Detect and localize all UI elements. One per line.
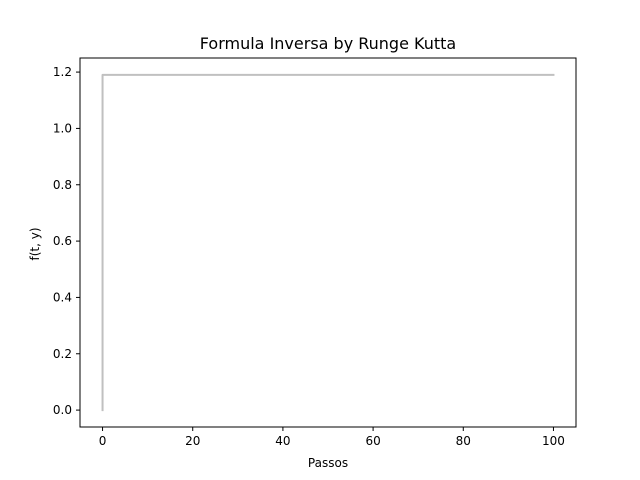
y-tick-label: 1.0: [53, 121, 72, 135]
y-tick-label: 1.2: [53, 65, 72, 79]
x-tick-label: 20: [185, 434, 200, 448]
y-tick-label: 0.6: [53, 234, 72, 248]
x-tick-label: 80: [456, 434, 471, 448]
x-tick-label: 100: [542, 434, 565, 448]
y-axis-label: f(t, y): [28, 227, 42, 260]
x-axis-label: Passos: [308, 456, 348, 470]
y-tick-label: 0.8: [53, 178, 72, 192]
x-tick-label: 0: [99, 434, 107, 448]
y-tick-label: 0.0: [53, 403, 72, 417]
y-tick-label: 0.4: [53, 290, 72, 304]
plot-area: 0 20 40 60 80 100 0.0 0.2 0.4 0.6 0.8 1.0 1.2: [53, 57, 577, 448]
x-tick-label: 40: [275, 434, 290, 448]
chart-title: Formula Inversa by Runge Kutta: [200, 34, 456, 53]
series-line-0: [101, 73, 555, 412]
axes-frame: [79, 57, 577, 428]
x-tick-label: 60: [365, 434, 380, 448]
y-tick-label: 0.2: [53, 347, 72, 361]
